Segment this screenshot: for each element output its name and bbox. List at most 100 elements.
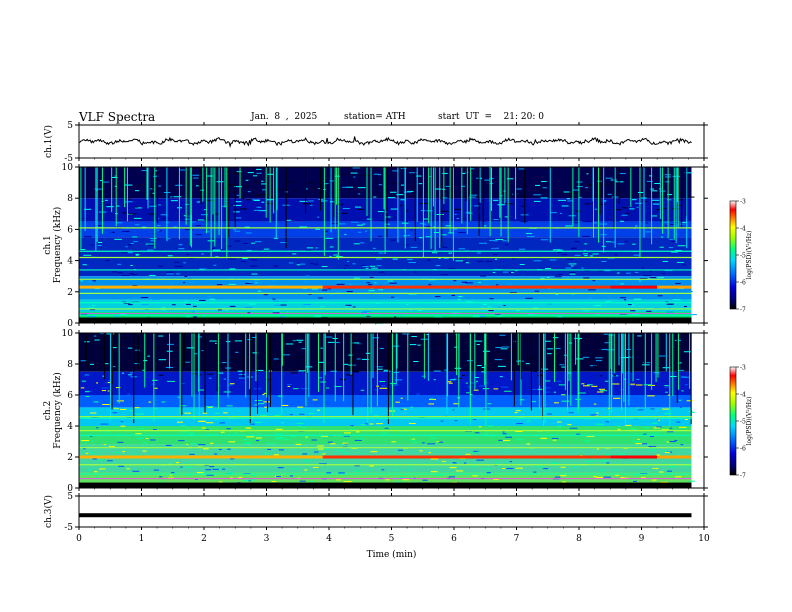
ch1-noise-speck: [482, 220, 487, 222]
ch2-noise-speck: [326, 394, 334, 396]
ch1-noise-speck: [584, 243, 587, 245]
ch2-noise-speck: [402, 333, 410, 335]
ch1-noise-speck: [80, 280, 84, 282]
y-tick-label: 10: [62, 329, 74, 339]
ch2-noise-speck: [555, 348, 561, 350]
ch2-noise-speck: [590, 414, 597, 416]
ch2-noise-speck: [661, 429, 669, 431]
ch2-noise-speck: [551, 437, 556, 439]
ch1-noise-speck: [247, 312, 251, 314]
ch1-noise-speck: [368, 290, 375, 292]
ch2-noise-speck: [274, 438, 283, 440]
ch2-noise-speck: [209, 340, 218, 342]
ch2-noise-speck: [635, 368, 643, 370]
ch2-noise-speck: [495, 347, 502, 349]
ch1-noise-speck: [650, 188, 655, 190]
ch2-noise-speck: [145, 437, 149, 439]
ch1-noise-speck: [193, 305, 197, 307]
ch1-noise-speck: [369, 265, 376, 267]
ch1-noise-speck: [568, 195, 574, 197]
ch2-noise-speck: [527, 357, 534, 359]
ch2-noise-speck: [676, 421, 681, 423]
ch1-noise-speck: [482, 303, 487, 305]
ch1-noise-speck: [689, 291, 693, 293]
ch1-noise-speck: [160, 309, 167, 311]
ch1-noise-speck: [462, 261, 468, 263]
ch2-noise-speck: [198, 444, 206, 446]
ch2-noise-speck: [242, 439, 250, 441]
ch1-noise-speck: [173, 196, 182, 198]
ch1-noise-speck: [538, 279, 545, 281]
ch2-noise-speck: [81, 354, 87, 356]
ch1-low-freq-strip: [79, 317, 692, 323]
ch1-noise-speck: [186, 303, 191, 305]
ch2-strong-band: [79, 455, 323, 459]
ch2-noise-speck: [652, 467, 659, 469]
ch2-noise-speck: [595, 357, 603, 359]
ch2-noise-speck: [679, 362, 682, 364]
ch1-noise-speck: [248, 282, 252, 284]
ch2-noise-speck: [440, 340, 446, 342]
ch1-noise-speck: [584, 270, 590, 272]
ch1-noise-speck: [369, 276, 374, 278]
ch1-waveform-trace: [78, 136, 692, 148]
ch1-noise-speck: [460, 185, 466, 187]
ch2-noise-speck: [569, 427, 578, 429]
ch1-noise-speck: [667, 194, 673, 196]
ch2-noise-speck: [92, 364, 99, 366]
ch1-noise-speck: [363, 310, 371, 312]
ch1-noise-speck: [135, 254, 139, 256]
ch2-noise-speck: [438, 441, 444, 443]
ch2-noise-speck: [143, 360, 148, 362]
ch2-noise-speck: [165, 444, 172, 446]
ch1-noise-speck: [245, 282, 253, 284]
ch2-noise-speck: [533, 370, 538, 372]
ch1-noise-speck: [662, 207, 667, 209]
y-tick-label: -5: [64, 523, 73, 533]
ch1-noise-speck: [417, 309, 423, 311]
ch1-noise-speck: [337, 203, 344, 205]
ch1-noise-speck: [438, 257, 441, 259]
ch2-noise-speck: [455, 470, 464, 472]
ch2-noise-speck: [398, 476, 406, 478]
ch1-noise-speck: [151, 238, 155, 240]
ch1-noise-speck: [89, 244, 94, 246]
ch2-noise-speck: [395, 401, 400, 403]
ch2-noise-speck: [379, 380, 386, 382]
ch2-noise-speck: [520, 403, 526, 405]
ch2-noise-speck: [83, 448, 86, 450]
ch1-noise-speck: [602, 200, 607, 202]
ch2-noise-speck: [448, 476, 456, 478]
ch1-noise-speck: [610, 183, 613, 185]
ch1-noise-speck: [87, 307, 96, 309]
ch2-noise-speck: [438, 350, 442, 352]
ch2-spectrum-layer: [79, 444, 692, 473]
ch1-noise-speck: [242, 258, 248, 260]
ch2-noise-speck: [108, 379, 111, 381]
ch2-noise-speck: [506, 467, 514, 469]
ch1-noise-speck: [584, 203, 591, 205]
ch1-noise-speck: [547, 303, 552, 305]
ch2-noise-speck: [339, 378, 346, 380]
ch1-noise-speck: [148, 213, 156, 215]
ch2-noise-speck: [338, 472, 345, 474]
ch2-noise-speck: [350, 429, 354, 431]
ch1-noise-speck: [84, 208, 92, 210]
ch2-noise-speck: [419, 450, 423, 452]
ch1-noise-speck: [235, 201, 242, 203]
ch1-noise-speck: [434, 296, 441, 298]
ch1-noise-speck: [315, 228, 320, 230]
ch2-noise-speck: [600, 390, 607, 392]
ch1-noise-speck: [533, 200, 541, 202]
ch2-noise-speck: [556, 421, 562, 423]
ch1-noise-speck: [400, 168, 407, 170]
ch2-noise-speck: [107, 347, 116, 349]
ch2-noise-speck: [502, 468, 506, 470]
ch1-noise-speck: [654, 183, 661, 185]
ch1-noise-speck: [343, 285, 347, 287]
ch1-noise-speck: [317, 216, 320, 218]
ch2-noise-speck: [434, 474, 443, 476]
ch1-noise-speck: [540, 239, 549, 241]
ch2-noise-speck: [93, 471, 98, 473]
ch1-noise-speck: [199, 189, 205, 191]
